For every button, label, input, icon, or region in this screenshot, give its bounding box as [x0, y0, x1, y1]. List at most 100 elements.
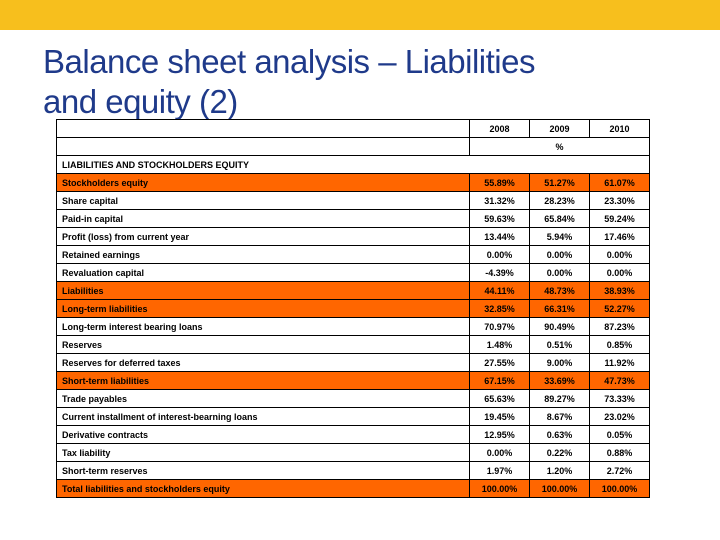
balance-sheet-body: 2008 2009 2010 % LIABILITIES AND STOCKHO…: [56, 119, 650, 498]
value-2010: 17.46%: [589, 227, 650, 246]
value-2008: -4.39%: [469, 263, 530, 282]
value-2009: 66.31%: [529, 299, 590, 318]
row-label: Tax liability: [56, 443, 470, 462]
value-2009: 90.49%: [529, 317, 590, 336]
value-2009: 51.27%: [529, 173, 590, 192]
slide-title-line-2: and equity (2): [43, 83, 238, 120]
unit-label: %: [469, 137, 650, 156]
value-2010: 11.92%: [589, 353, 650, 372]
value-2009: 0.51%: [529, 335, 590, 354]
value-2009: 0.00%: [529, 263, 590, 282]
value-2010: 87.23%: [589, 317, 650, 336]
value-2010: 23.02%: [589, 407, 650, 426]
row-label: Long-term liabilities: [56, 299, 470, 318]
value-2010: 61.07%: [589, 173, 650, 192]
table-row: Reserves for deferred taxes 27.55% 9.00% 11…: [56, 353, 650, 372]
year-header-2008: 2008: [469, 119, 530, 138]
value-2009: 1.20%: [529, 461, 590, 480]
value-2008: 100.00%: [469, 479, 530, 498]
row-label: Total liabilities and stockholders equit…: [56, 479, 470, 498]
value-2010: 100.00%: [589, 479, 650, 498]
table-row: Current installment of interest-bearning…: [56, 407, 650, 426]
table-row: Long-term interest bearing loans 70.97% 90…: [56, 317, 650, 336]
table-row: Retained earnings 0.00% 0.00% 0.00%: [56, 245, 650, 264]
row-label: Share capital: [56, 191, 470, 210]
row-label: Retained earnings: [56, 245, 470, 264]
table-row: Profit (loss) from current year 13.44% 5.9…: [56, 227, 650, 246]
value-2010: 73.33%: [589, 389, 650, 408]
top-accent-bar: [0, 0, 720, 30]
value-2009: 48.73%: [529, 281, 590, 300]
value-2010: 0.00%: [589, 245, 650, 264]
value-2008: 67.15%: [469, 371, 530, 390]
row-label: Reserves for deferred taxes: [56, 353, 470, 372]
table-row: Share capital 31.32% 28.23% 23.30%: [56, 191, 650, 210]
year-header-2010: 2010: [589, 119, 650, 138]
table-row: Derivative contracts 12.95% 0.63% 0.05%: [56, 425, 650, 444]
value-2008: 1.97%: [469, 461, 530, 480]
table-row: Revaluation capital -4.39% 0.00% 0.00%: [56, 263, 650, 282]
value-2008: 19.45%: [469, 407, 530, 426]
row-label: Paid-in capital: [56, 209, 470, 228]
row-label: Profit (loss) from current year: [56, 227, 470, 246]
value-2008: 27.55%: [469, 353, 530, 372]
value-2010: 52.27%: [589, 299, 650, 318]
value-2010: 47.73%: [589, 371, 650, 390]
year-header-2009: 2009: [529, 119, 590, 138]
table-row: Short-term reserves 1.97% 1.20% 2.72%: [56, 461, 650, 480]
table-row: Stockholders equity 55.89% 51.27% 61.07%: [56, 173, 650, 192]
unit-blank-cell: [56, 137, 470, 156]
row-label: Short-term reserves: [56, 461, 470, 480]
value-2009: 5.94%: [529, 227, 590, 246]
value-2010: 0.88%: [589, 443, 650, 462]
value-2009: 0.22%: [529, 443, 590, 462]
row-label: Trade payables: [56, 389, 470, 408]
table-row: Paid-in capital 59.63% 65.84% 59.24%: [56, 209, 650, 228]
value-2010: 23.30%: [589, 191, 650, 210]
value-2008: 55.89%: [469, 173, 530, 192]
table-row: Trade payables 65.63% 89.27% 73.33%: [56, 389, 650, 408]
value-2009: 8.67%: [529, 407, 590, 426]
year-header-row: 2008 2009 2010: [56, 119, 650, 138]
value-2008: 65.63%: [469, 389, 530, 408]
row-label: Short-term liabilities: [56, 371, 470, 390]
value-2009: 100.00%: [529, 479, 590, 498]
table-row: Reserves 1.48% 0.51% 0.85%: [56, 335, 650, 354]
value-2008: 0.00%: [469, 245, 530, 264]
row-label: Derivative contracts: [56, 425, 470, 444]
value-2010: 0.05%: [589, 425, 650, 444]
row-label: Current installment of interest-bearning…: [56, 407, 470, 426]
value-2008: 12.95%: [469, 425, 530, 444]
value-2010: 2.72%: [589, 461, 650, 480]
value-2009: 65.84%: [529, 209, 590, 228]
unit-row: %: [56, 137, 650, 156]
value-2010: 0.00%: [589, 263, 650, 282]
value-2008: 0.00%: [469, 443, 530, 462]
value-2009: 33.69%: [529, 371, 590, 390]
section-title: LIABILITIES AND STOCKHOLDERS EQUITY: [56, 155, 650, 174]
table-row: Long-term liabilities 32.85% 66.31% 52.27%: [56, 299, 650, 318]
header-blank-cell: [56, 119, 470, 138]
value-2008: 31.32%: [469, 191, 530, 210]
value-2010: 59.24%: [589, 209, 650, 228]
row-label: Reserves: [56, 335, 470, 354]
value-2009: 9.00%: [529, 353, 590, 372]
row-label: Long-term interest bearing loans: [56, 317, 470, 336]
table-row: Total liabilities and stockholders equit…: [56, 479, 650, 498]
section-title-row: LIABILITIES AND STOCKHOLDERS EQUITY: [56, 155, 650, 174]
value-2009: 89.27%: [529, 389, 590, 408]
value-2009: 28.23%: [529, 191, 590, 210]
value-2009: 0.00%: [529, 245, 590, 264]
balance-sheet-table: 2008 2009 2010 % LIABILITIES AND STOCKHO…: [56, 119, 650, 498]
slide-title-line-1: Balance sheet analysis – Liabilities: [43, 43, 535, 80]
table-row: Liabilities 44.11% 48.73% 38.93%: [56, 281, 650, 300]
value-2008: 59.63%: [469, 209, 530, 228]
slide-title: Balance sheet analysis – Liabilities and…: [43, 42, 535, 122]
value-2010: 38.93%: [589, 281, 650, 300]
table-row: Short-term liabilities 67.15% 33.69% 47.73%: [56, 371, 650, 390]
value-2008: 32.85%: [469, 299, 530, 318]
value-2008: 1.48%: [469, 335, 530, 354]
value-2008: 13.44%: [469, 227, 530, 246]
value-2010: 0.85%: [589, 335, 650, 354]
value-2008: 70.97%: [469, 317, 530, 336]
